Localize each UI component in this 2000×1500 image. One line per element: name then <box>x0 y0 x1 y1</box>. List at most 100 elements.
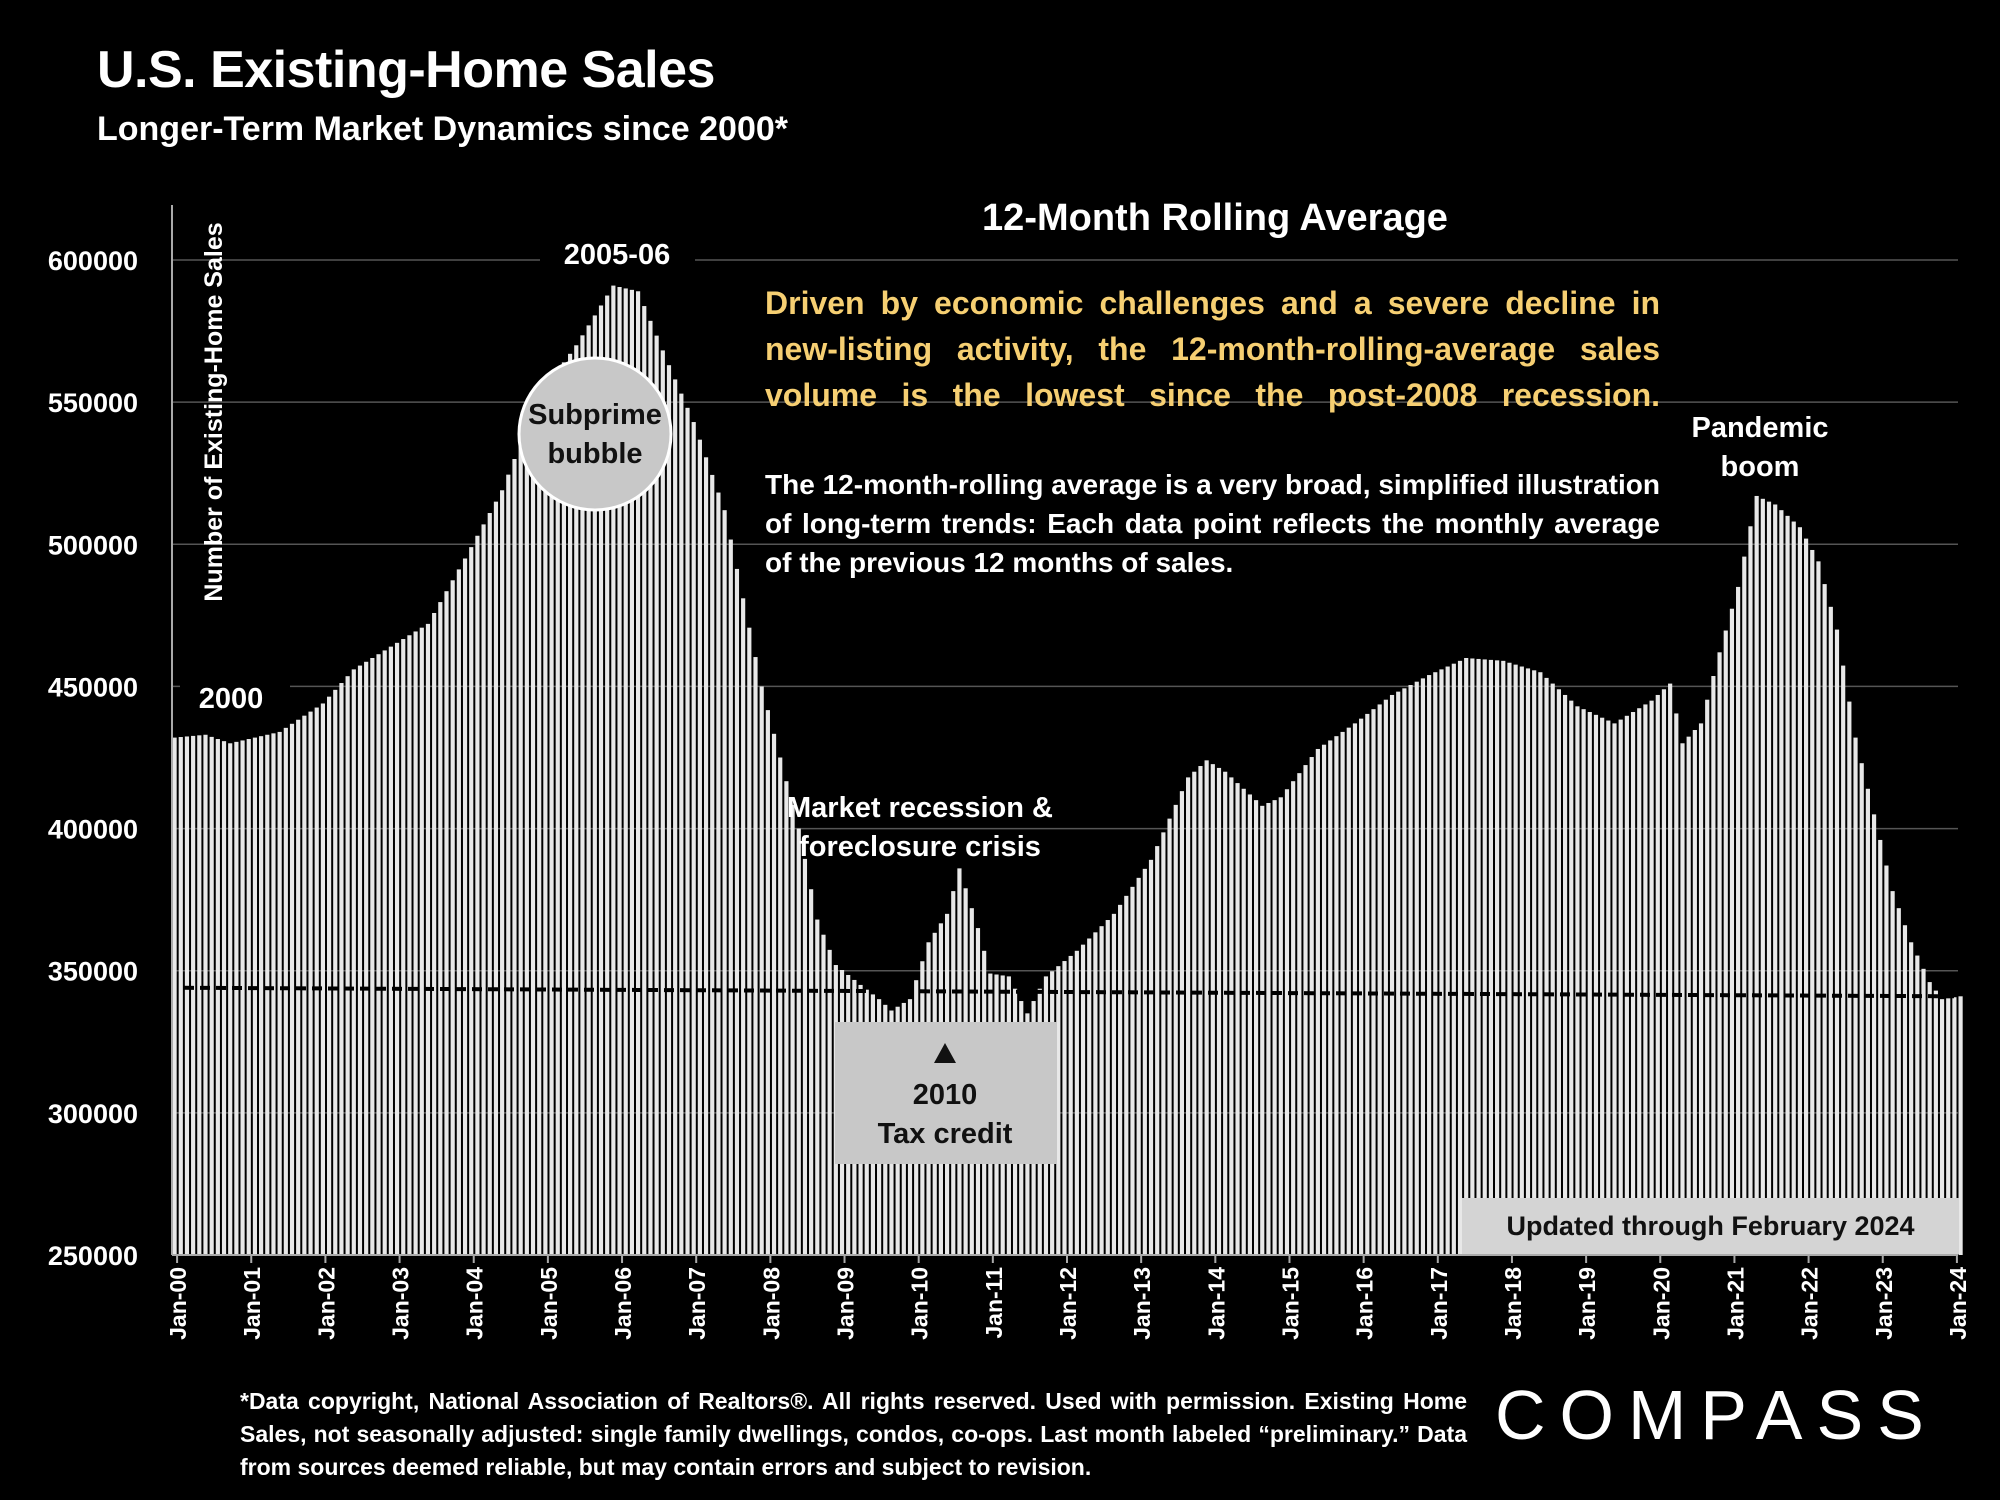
bar-month-259 <box>1773 504 1778 1255</box>
bar-month-161 <box>1167 818 1172 1255</box>
bar-month-198 <box>1396 691 1401 1255</box>
bar-month-282 <box>1915 955 1920 1255</box>
bar-month-56 <box>518 443 523 1256</box>
bar-month-269 <box>1834 629 1840 1255</box>
page-subtitle: Longer-Term Market Dynamics since 2000* <box>97 110 788 148</box>
chart-y-ticks: 600000 550000 500000 450000 400000 350000 3000… <box>48 246 138 1271</box>
y-tick-label: 250000 <box>48 1241 138 1271</box>
bar-month-6 <box>209 736 214 1255</box>
bar-month-286 <box>1939 999 1945 1255</box>
bar-month-66 <box>580 335 585 1256</box>
bar-month-12 <box>246 739 251 1255</box>
bar-month-285 <box>1933 990 1938 1255</box>
x-tick-label: Jan-00 <box>165 1267 191 1340</box>
bar-month-167 <box>1204 760 1209 1255</box>
x-tick-label: Jan-09 <box>833 1267 859 1340</box>
bar-month-59 <box>537 396 542 1255</box>
bar-month-261 <box>1785 515 1790 1255</box>
bar-month-62 <box>555 370 560 1255</box>
bar-month-271 <box>1847 701 1852 1255</box>
bar-month-200 <box>1408 685 1413 1255</box>
x-tick-label: Jan-01 <box>239 1267 265 1340</box>
bar-month-23 <box>314 707 319 1255</box>
bar-month-252 <box>1729 608 1735 1255</box>
bar-month-93 <box>747 627 752 1255</box>
bar-month-268 <box>1828 606 1833 1255</box>
bar-month-46 <box>456 569 461 1255</box>
bar-month-255 <box>1748 526 1753 1255</box>
bar-month-289 <box>1958 996 1963 1255</box>
explainer-text: The 12-month-rolling average is a very b… <box>765 469 1660 578</box>
chart-x-ticks: Jan-00 Jan-01 Jan-02 Jan-03 Jan-04 Jan-05 Jan-… <box>165 1255 1971 1340</box>
bar-month-82 <box>679 393 684 1256</box>
bar-month-241 <box>1661 689 1667 1255</box>
bar-month-220 <box>1532 670 1537 1255</box>
bar-month-60 <box>543 387 548 1255</box>
y-tick-label: 600000 <box>48 246 138 276</box>
x-tick-label: Jan-10 <box>907 1267 933 1340</box>
bar-month-14 <box>259 736 264 1255</box>
bar-month-96 <box>765 710 770 1255</box>
bar-month-204 <box>1433 672 1438 1255</box>
bar-month-50 <box>481 524 486 1255</box>
x-tick-label: Jan-16 <box>1352 1267 1378 1340</box>
bar-month-258 <box>1766 501 1772 1256</box>
bar-month-38 <box>407 635 412 1255</box>
bar-month-146 <box>1074 950 1079 1255</box>
bar-month-105 <box>821 934 826 1255</box>
bar-month-4 <box>197 735 202 1255</box>
bar-month-7 <box>215 739 220 1255</box>
bar-month-39 <box>413 631 418 1255</box>
bar-month-284 <box>1927 982 1932 1255</box>
bar-month-266 <box>1816 561 1821 1255</box>
bar-month-210 <box>1470 658 1475 1255</box>
x-tick-label: Jan-19 <box>1574 1267 1600 1340</box>
bar-month-86 <box>703 457 709 1255</box>
bar-month-208 <box>1457 660 1463 1255</box>
x-tick-label: Jan-12 <box>1055 1267 1081 1340</box>
bar-month-253 <box>1736 586 1741 1255</box>
bar-month-279 <box>1896 908 1901 1255</box>
subprime-bubble-circle <box>517 356 673 512</box>
bar-month-25 <box>326 696 332 1255</box>
x-tick-label: Jan-04 <box>462 1267 488 1340</box>
bar-month-100 <box>790 804 795 1255</box>
bar-month-31 <box>364 661 369 1255</box>
bar-month-49 <box>475 535 480 1255</box>
bar-month-32 <box>370 658 375 1255</box>
bar-month-85 <box>697 439 702 1255</box>
bar-month-229 <box>1587 712 1592 1255</box>
bar-month-77 <box>648 320 653 1255</box>
bar-month-144 <box>1062 961 1067 1255</box>
bar-month-89 <box>722 510 727 1256</box>
bar-month-151 <box>1105 920 1110 1255</box>
bar-month-169 <box>1216 767 1222 1255</box>
bar-month-218 <box>1519 666 1524 1255</box>
bar-month-29 <box>351 669 356 1255</box>
x-tick-label: Jan-24 <box>1945 1267 1971 1340</box>
bar-month-264 <box>1804 538 1809 1255</box>
bar-month-34 <box>382 650 387 1255</box>
bar-month-90 <box>728 539 733 1255</box>
bar-month-150 <box>1099 926 1104 1255</box>
x-tick-label: Jan-21 <box>1722 1267 1748 1340</box>
bar-month-78 <box>654 335 659 1255</box>
bar-month-95 <box>759 686 764 1255</box>
bar-month-273 <box>1859 763 1864 1255</box>
bar-month-52 <box>493 501 499 1256</box>
bar-month-183 <box>1303 765 1308 1255</box>
bar-month-69 <box>598 305 604 1255</box>
bar-month-231 <box>1600 717 1605 1255</box>
bar-month-165 <box>1192 771 1197 1255</box>
bar-month-242 <box>1668 683 1673 1255</box>
bar-month-43 <box>438 602 443 1255</box>
bar-month-276 <box>1878 839 1883 1255</box>
x-tick-label: Jan-23 <box>1871 1267 1897 1340</box>
bar-month-156 <box>1136 877 1141 1255</box>
bar-month-187 <box>1328 740 1333 1255</box>
x-tick-label: Jan-14 <box>1203 1267 1229 1340</box>
annotation-2005-06: 2005-06 <box>564 239 670 271</box>
x-tick-label: Jan-08 <box>758 1267 784 1340</box>
bar-month-238 <box>1643 704 1648 1255</box>
